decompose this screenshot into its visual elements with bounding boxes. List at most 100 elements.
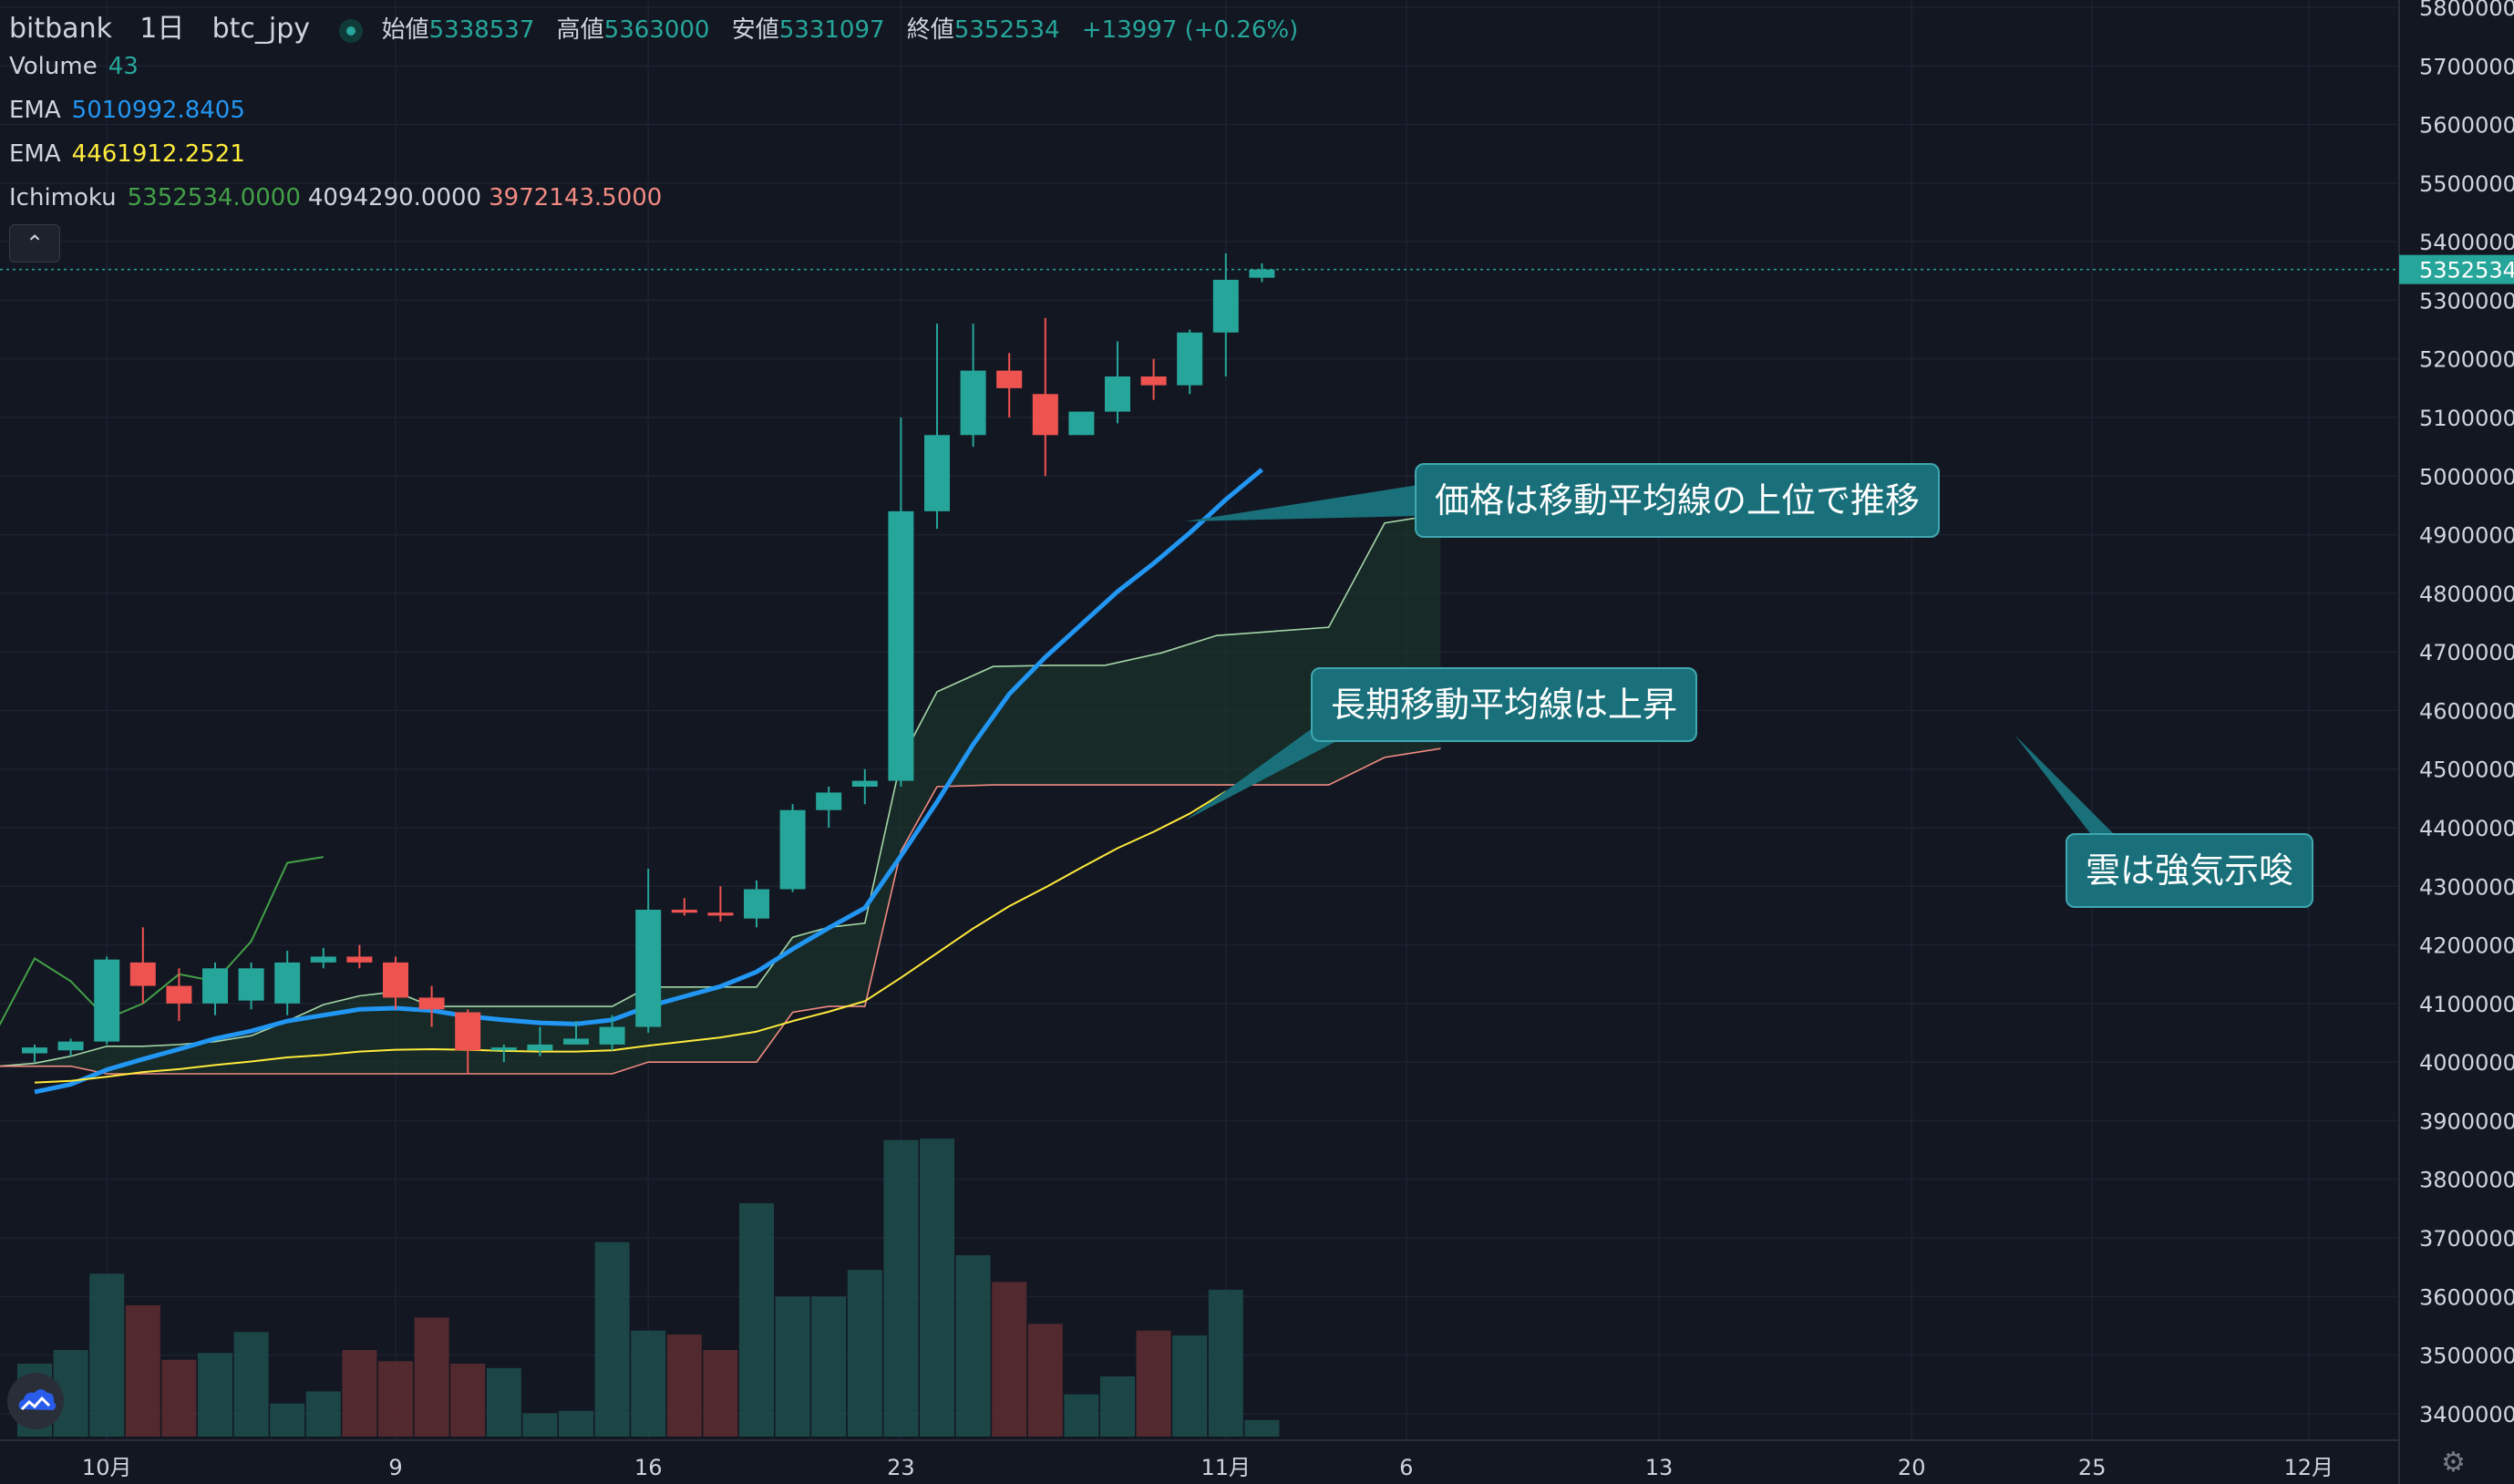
legend-ema-long[interactable]: EMA 4461912.2521 <box>9 140 256 168</box>
callout-long-ma-rising: 長期移動平均線は上昇 <box>1311 667 1698 742</box>
volume-bar <box>486 1367 521 1437</box>
candle-body <box>383 962 408 998</box>
candle-body <box>960 370 986 436</box>
y-tick-label: 5200000 <box>2419 347 2514 373</box>
low-value: 5331097 <box>778 16 885 44</box>
indicator-value: 43 <box>108 53 139 80</box>
legend-ema-short[interactable]: EMA 5010992.8405 <box>9 97 256 124</box>
volume-bar <box>414 1317 449 1437</box>
volume-bar <box>305 1391 341 1437</box>
candle-body <box>22 1047 47 1054</box>
candle-body <box>455 1012 481 1051</box>
tradingview-logo[interactable] <box>7 1373 64 1429</box>
y-tick-label: 5300000 <box>2419 288 2514 314</box>
candle-body <box>202 968 228 1004</box>
candle-body <box>1140 376 1167 386</box>
legend-ichimoku[interactable]: Ichimoku 5352534.0000 4094290.0000 3972143.… <box>9 184 673 211</box>
volume-bar <box>125 1305 160 1437</box>
y-tick-label: 3400000 <box>2419 1402 2514 1427</box>
y-tick-label: 4200000 <box>2419 933 2514 959</box>
indicator-name: Ichimoku <box>9 184 117 211</box>
volume-bar <box>847 1270 882 1437</box>
x-tick-label: 16 <box>634 1455 663 1480</box>
symbol-header: bitbank 1日 btc_jpy 始値5338537 高値5363000 安… <box>9 5 1313 46</box>
chikou-span-line <box>0 856 324 1026</box>
candle-body <box>1032 394 1058 436</box>
x-tick-label: 20 <box>1898 1455 1926 1480</box>
y-tick-label: 3900000 <box>2419 1108 2514 1134</box>
candle-body <box>1105 376 1130 412</box>
y-tick-label: 5000000 <box>2419 464 2514 490</box>
indicator-value: 4461912.2521 <box>71 140 245 168</box>
y-tick-label: 4700000 <box>2419 640 2514 665</box>
y-tick-label: 4000000 <box>2419 1050 2514 1076</box>
candle-body <box>924 435 950 511</box>
volume-bar <box>1027 1324 1063 1437</box>
y-tick-label: 5700000 <box>2419 54 2514 79</box>
indicator-value: 5352534.0000 <box>127 184 301 211</box>
candle-body <box>129 962 156 986</box>
x-tick-label: 11月 <box>1201 1455 1252 1480</box>
volume-bar <box>233 1332 269 1437</box>
indicator-name: EMA <box>9 97 61 124</box>
callout-cloud-bullish: 雲は強気示唆 <box>2066 833 2314 908</box>
callout-price-above-ma: 価格は移動平均線の上位で推移 <box>1415 463 1941 538</box>
settings-gear-icon[interactable]: ⚙ <box>2441 1447 2466 1479</box>
x-tick-label: 6 <box>1399 1455 1413 1480</box>
cloud-logo-icon <box>18 1389 57 1411</box>
volume-bar <box>703 1350 738 1437</box>
volume-bar <box>1100 1376 1135 1437</box>
legend-volume[interactable]: Volume 43 <box>9 53 149 80</box>
candle-body <box>635 910 662 1027</box>
last-price-label: 5352534 <box>2419 258 2514 283</box>
y-tick-label: 5400000 <box>2419 230 2514 255</box>
volume-bar <box>920 1139 954 1437</box>
y-tick-label: 3500000 <box>2419 1344 2514 1369</box>
candle-body <box>1068 411 1095 436</box>
candle-body <box>816 792 842 810</box>
y-tick-label: 4900000 <box>2419 523 2514 549</box>
y-tick-label: 4100000 <box>2419 992 2514 1017</box>
volume-bar <box>594 1242 630 1437</box>
volume-bar <box>739 1203 774 1437</box>
x-tick-label: 10月 <box>82 1455 132 1480</box>
candle-body <box>166 985 192 1004</box>
collapse-legend-button[interactable]: ⌃ <box>9 224 60 263</box>
open-key: 始値 <box>381 16 429 44</box>
high-value: 5363000 <box>603 16 710 44</box>
volume-bar <box>89 1273 125 1437</box>
exchange-name[interactable]: bitbank <box>9 13 112 45</box>
x-tick-label: 12月 <box>2284 1455 2334 1480</box>
candle-body <box>744 889 769 919</box>
y-tick-label: 3700000 <box>2419 1226 2514 1252</box>
change-value: +13997 (+0.26%) <box>1081 16 1299 44</box>
candle-body <box>57 1041 84 1051</box>
callout-pointer <box>1185 720 1345 820</box>
volume-bar <box>161 1359 197 1437</box>
volume-bar <box>378 1361 413 1437</box>
volume-bar <box>522 1413 558 1437</box>
symbol-name[interactable]: btc_jpy <box>211 13 311 45</box>
candle-body <box>490 1047 517 1051</box>
volume-bar <box>955 1255 991 1437</box>
last-price-badge <box>2399 254 2514 284</box>
candle-body <box>418 997 445 1010</box>
volume-bar <box>666 1335 702 1437</box>
y-tick-label: 4800000 <box>2419 582 2514 607</box>
market-open-icon <box>339 18 364 43</box>
candle-body <box>888 510 914 781</box>
volume-bar <box>559 1410 593 1437</box>
candle-body <box>274 962 301 1004</box>
callout-pointer <box>2014 735 2117 837</box>
interval-label[interactable]: 1日 <box>139 13 185 45</box>
ema-long-line <box>34 790 1227 1084</box>
indicator-value: 4094290.0000 <box>307 184 482 211</box>
candlesticks <box>22 253 1275 1075</box>
candle-body <box>671 910 697 913</box>
y-tick-label: 3600000 <box>2419 1284 2514 1310</box>
volume-bar <box>631 1330 666 1437</box>
senkou-span-b-line <box>0 747 1441 1075</box>
y-tick-label: 5100000 <box>2419 406 2514 431</box>
